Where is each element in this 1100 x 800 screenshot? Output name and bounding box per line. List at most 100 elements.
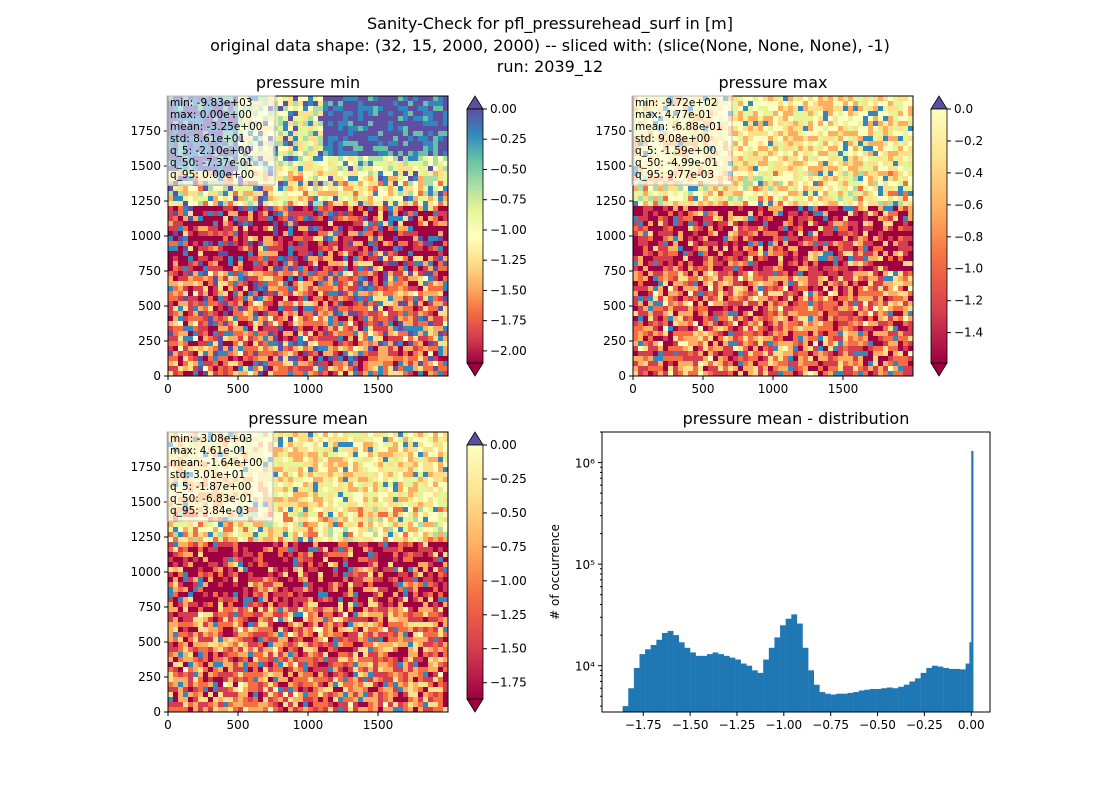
heatmap-cell [873,141,879,147]
heatmap-cell [358,161,364,167]
heatmap-cell [273,181,279,187]
heatmap-cell [233,281,239,287]
heatmap-cell [823,101,829,107]
heatmap-cell [383,366,389,372]
heatmap-cell [433,301,439,307]
heatmap-cell [298,231,304,237]
heatmap-cell [398,271,404,277]
heatmap-cell [298,261,304,267]
heatmap-cell [408,146,414,152]
heatmap-cell [368,346,374,352]
heatmap-cell [203,366,209,372]
heatmap-cell [878,211,884,217]
heatmap-cell [783,236,789,242]
heatmap-cell [213,311,219,317]
heatmap-cell [803,166,809,172]
heatmap-cell [833,181,839,187]
heatmap-cell [848,101,854,107]
heatmap-cell [188,246,194,252]
heatmap-cell [203,311,209,317]
heatmap-cell [428,226,434,232]
heatmap-cell [773,116,779,122]
heatmap-cell [408,291,414,297]
heatmap-cell [743,166,749,172]
heatmap-cell [248,271,254,277]
heatmap-cell [713,221,719,227]
heatmap-cell [218,221,224,227]
heatmap-cell [413,141,419,147]
heatmap-cell [863,226,869,232]
heatmap-cell [723,206,729,212]
heatmap-cell [408,326,414,332]
heatmap-cell [238,341,244,347]
heatmap-cell [788,246,794,252]
heatmap-cell [418,326,424,332]
heatmap-cell [883,196,889,202]
heatmap-cell [428,111,434,117]
heatmap-cell [423,341,429,347]
heatmap-cell [908,166,913,172]
heatmap-cell [808,146,814,152]
heatmap-cell [438,366,444,372]
heatmap-cell [343,366,349,372]
heatmap-cell [773,206,779,212]
suptitle-line-2: original data shape: (32, 15, 2000, 2000… [210,36,890,55]
heatmap-cell [403,141,409,147]
heatmap-cell [383,351,389,357]
heatmap-cell [908,221,913,227]
heatmap-cell [328,226,334,232]
heatmap-cell [168,201,174,207]
heatmap-cell [663,186,669,192]
heatmap-cell [838,141,844,147]
heatmap-cell [258,326,264,332]
heatmap-cell [308,166,314,172]
heatmap-cell [418,166,424,172]
heatmap-cell [758,211,764,217]
heatmap-cell [398,331,404,337]
heatmap-cell [688,251,694,257]
heatmap-cell [363,356,369,362]
heatmap-cell [243,361,249,367]
heatmap-cell [423,316,429,322]
heatmap-cell [303,171,309,177]
heatmap-cell [323,246,329,252]
heatmap-cell [368,96,374,102]
heatmap-cell [868,111,874,117]
heatmap-cell [723,236,729,242]
heatmap-cell [373,291,379,297]
heatmap-cell [263,351,269,357]
heatmap-cell [733,216,739,222]
heatmap-cell [733,96,739,102]
heatmap-cell [228,231,234,237]
heatmap-cell [238,266,244,272]
heatmap-cell [718,226,724,232]
heatmap-cell [788,126,794,132]
heatmap-cell [423,171,429,177]
heatmap-cell [308,226,314,232]
heatmap-cell [788,131,794,137]
heatmap-cell [388,316,394,322]
heatmap-cell [253,291,259,297]
heatmap-cell [328,211,334,217]
heatmap-cell [248,291,254,297]
heatmap-cell [303,316,309,322]
heatmap-cell [298,361,304,367]
heatmap-cell [793,171,799,177]
heatmap-cell [273,106,279,112]
heatmap-cell [318,361,324,367]
heatmap-cell [908,121,913,127]
heatmap-cell [268,201,274,207]
heatmap-cell [283,351,289,357]
heatmap-cell [413,211,419,217]
heatmap-cell [423,366,429,372]
heatmap-cell [733,236,739,242]
heatmap-cell [323,321,329,327]
heatmap-cell [443,286,448,292]
heatmap-cell [633,221,639,227]
heatmap-cell [773,136,779,142]
heatmap-cell [203,281,209,287]
heatmap-cell [388,341,394,347]
heatmap-cell [888,101,894,107]
heatmap-cell [438,221,444,227]
heatmap-cell [443,196,448,202]
